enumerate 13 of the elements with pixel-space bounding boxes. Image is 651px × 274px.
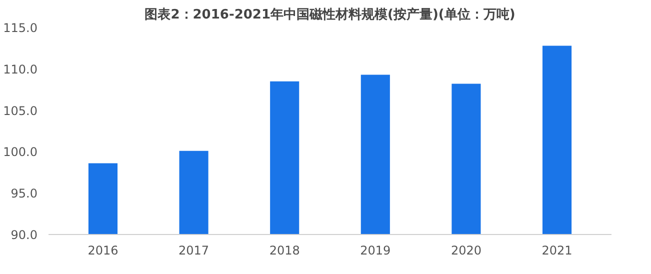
y-tick-label: 95.0 <box>10 186 38 201</box>
y-tick-label: 110.0 <box>3 62 38 76</box>
x-tick-label: 2016 <box>88 244 118 258</box>
y-tick-label: 115.0 <box>3 21 38 35</box>
x-tick-label: 2019 <box>360 244 391 258</box>
x-tick-label: 2018 <box>269 244 300 258</box>
x-tick-label: 2021 <box>542 244 572 258</box>
x-tick-label: 2017 <box>178 244 210 258</box>
y-tick-label: 105.0 <box>3 104 38 118</box>
y-tick-label: 90.0 <box>10 228 38 242</box>
y-tick-label: 100.0 <box>3 145 38 160</box>
chart-title: 图表2：2016-2021年中国磁性材料规模(按产量)(单位：万吨) <box>144 6 516 22</box>
x-tick-label: 2020 <box>450 244 482 258</box>
